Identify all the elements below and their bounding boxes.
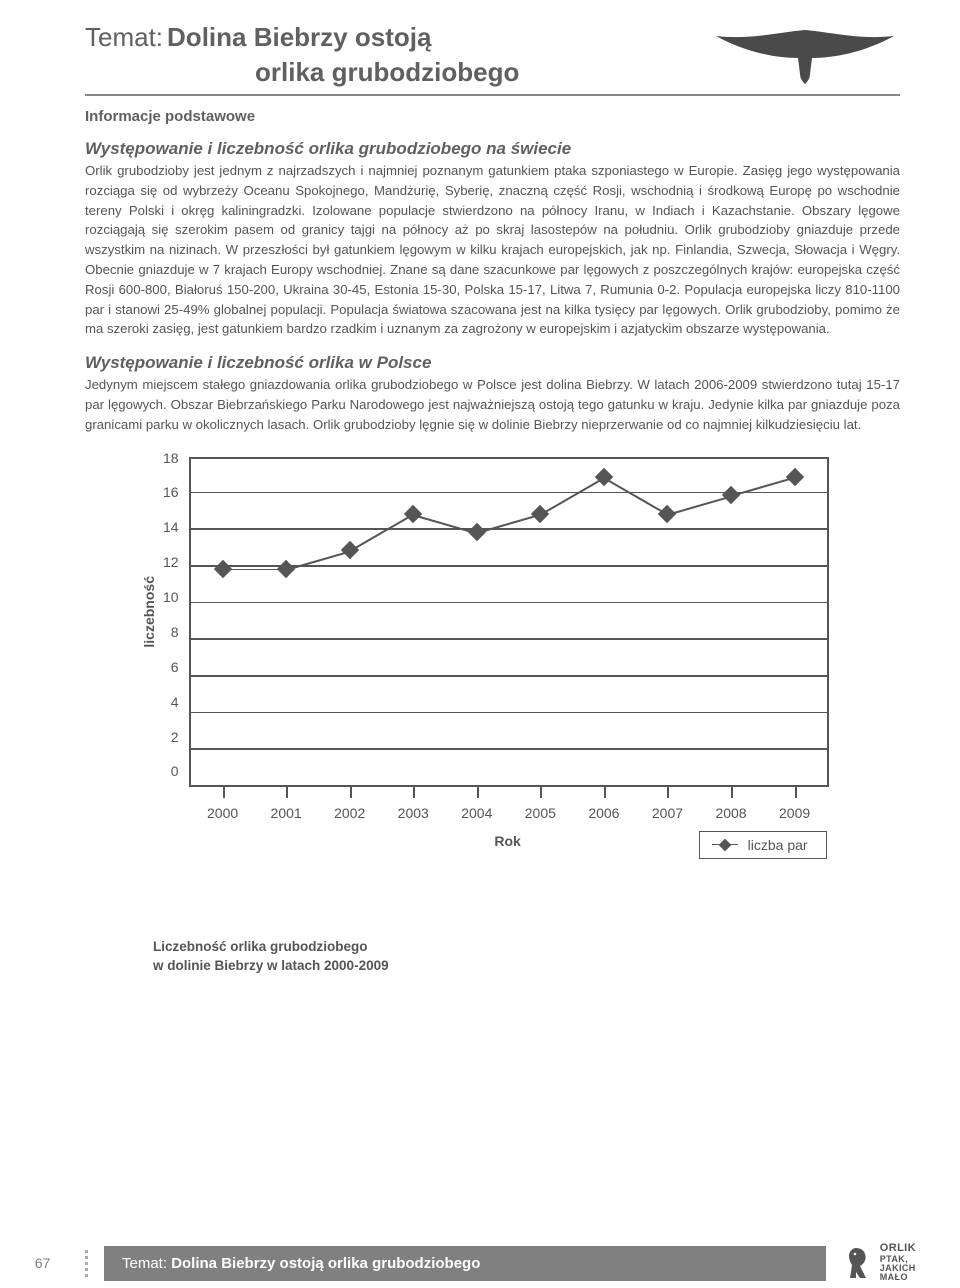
page-number: 67 — [0, 1255, 85, 1271]
footer: 67 Temat: Dolina Biebrzy ostoją orlika g… — [0, 1238, 960, 1288]
footer-label: Temat: — [122, 1255, 167, 1272]
chart-xtick — [667, 787, 669, 798]
chart-line-segment — [667, 495, 731, 515]
paragraph-2: Jedynym miejscem stałego gniazdowania or… — [85, 375, 900, 434]
chart-ytick-label: 0 — [171, 763, 179, 779]
footer-bird-icon — [846, 1246, 874, 1280]
chart-caption: Liczebność orlika grubodziobego w dolini… — [153, 937, 885, 976]
chart-xtick-label: 2006 — [588, 805, 619, 821]
legend-marker — [712, 844, 738, 846]
chart-line-segment — [413, 514, 477, 534]
logo-line-1: ORLIK — [880, 1243, 916, 1255]
chart-xtick-label: 2005 — [525, 805, 556, 821]
chart-xtick — [540, 787, 542, 798]
footer-text: Dolina Biebrzy ostoją orlika grubodziobe… — [171, 1255, 480, 1272]
chart-xtick-label: 2001 — [271, 805, 302, 821]
title-block: Temat:Dolina Biebrzy ostoją orlika grubo… — [85, 22, 710, 88]
eagle-icon — [710, 22, 900, 88]
chart-data-point — [213, 559, 231, 577]
chart-xtick-label: 2004 — [461, 805, 492, 821]
chart-container: liczebność 181614121086420 Rok liczba pa… — [135, 457, 885, 976]
chart-xtick — [477, 787, 479, 798]
chart-plot-area: Rok liczba par 2000200120022003200420052… — [189, 457, 829, 787]
chart-xtick — [604, 787, 606, 798]
chart-gridline — [191, 528, 827, 530]
section-subtitle: Informacje podstawowe — [85, 108, 900, 125]
title-line-1: Temat:Dolina Biebrzy ostoją — [85, 22, 710, 53]
chart-data-point — [722, 486, 740, 504]
header-row: Temat:Dolina Biebrzy ostoją orlika grubo… — [85, 22, 900, 96]
chart-yaxis: 18 16 14 12 10 8 6 4 2 0 — [163, 450, 189, 780]
logo-line-4: MAŁO — [880, 1273, 916, 1282]
chart-xtick-label: 2003 — [398, 805, 429, 821]
chart-ytick-label: 12 — [163, 554, 179, 570]
chart-caption-l2: w dolinie Biebrzy w latach 2000-2009 — [153, 958, 389, 973]
section-heading-2: Występowanie i liczebność orlika w Polsc… — [85, 353, 900, 373]
chart-data-point — [404, 504, 422, 522]
paragraph-1: Orlik grubodzioby jest jednym z najrzads… — [85, 161, 900, 339]
chart-ylabel: liczebność — [135, 576, 163, 648]
chart-ytick-label: 2 — [171, 729, 179, 745]
chart-ytick-label: 14 — [163, 519, 179, 535]
chart-data-point — [785, 468, 803, 486]
chart-line-segment — [604, 477, 668, 515]
chart-y-axis-line — [189, 459, 191, 787]
chart-data-point — [595, 468, 613, 486]
chart-gridline — [191, 712, 827, 714]
chart-ytick-label: 6 — [171, 659, 179, 675]
chart-line-segment — [540, 477, 604, 515]
chart-xtick — [350, 787, 352, 798]
chart-xtick-label: 2007 — [652, 805, 683, 821]
chart-legend: liczba par — [699, 831, 827, 859]
chart-ytick-label: 8 — [171, 624, 179, 640]
chart-data-point — [468, 523, 486, 541]
chart-xtick-label: 2009 — [779, 805, 810, 821]
chart-gridline — [191, 748, 827, 750]
title-line-2: orlika grubodziobego — [85, 57, 710, 88]
chart-ytick-label: 18 — [163, 450, 179, 466]
chart-data-point — [340, 541, 358, 559]
chart-xtick — [413, 787, 415, 798]
chart-gridline — [191, 638, 827, 640]
title-label: Temat: — [85, 22, 163, 52]
chart-xtick-label: 2002 — [334, 805, 365, 821]
chart-line-segment — [477, 514, 541, 534]
chart-line-segment — [731, 477, 795, 497]
footer-logo-text: ORLIK PTAK, JAKICH MAŁO — [880, 1243, 916, 1283]
footer-logo: ORLIK PTAK, JAKICH MAŁO — [846, 1243, 916, 1283]
chart-xtick — [286, 787, 288, 798]
chart-line-segment — [349, 514, 413, 552]
chart-ytick-label: 4 — [171, 694, 179, 710]
chart-data-point — [531, 504, 549, 522]
footer-dots-icon — [85, 1250, 88, 1277]
section-heading-1: Występowanie i liczebność orlika grubodz… — [85, 139, 900, 159]
legend-label: liczba par — [748, 837, 808, 853]
chart-gridline — [191, 675, 827, 677]
chart-ytick-label: 16 — [163, 484, 179, 500]
title-text-1: Dolina Biebrzy ostoją — [167, 22, 431, 52]
chart-caption-l1: Liczebność orlika grubodziobego — [153, 939, 368, 954]
chart-data-point — [658, 504, 676, 522]
chart-xtick — [795, 787, 797, 798]
footer-bar: Temat: Dolina Biebrzy ostoją orlika grub… — [104, 1246, 826, 1281]
chart-data-point — [277, 559, 295, 577]
chart-xtick — [223, 787, 225, 798]
chart-gridline — [191, 602, 827, 604]
chart-xtick-label: 2000 — [207, 805, 238, 821]
chart-line-segment — [286, 550, 350, 570]
chart-xtick-label: 2008 — [715, 805, 746, 821]
chart-ytick-label: 10 — [163, 589, 179, 605]
chart-xlabel: Rok — [494, 833, 520, 849]
chart-xtick — [731, 787, 733, 798]
